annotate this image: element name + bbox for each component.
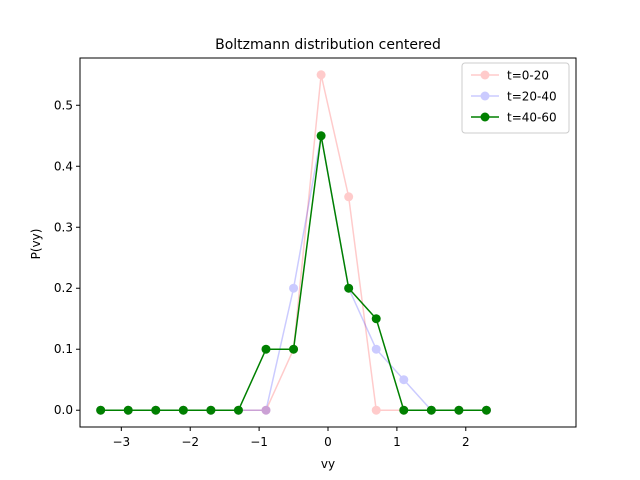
data-point [261,344,271,354]
x-axis-label: vy [321,457,335,471]
data-point [123,405,133,415]
x-tick-label: 0 [324,435,332,449]
data-point [261,405,271,415]
data-point [178,405,188,415]
data-point [371,314,381,324]
series-3 [96,131,491,415]
data-point [289,283,299,293]
data-point [344,192,354,202]
x-tick-label: −3 [112,435,130,449]
y-tick-label: 0.5 [54,98,73,112]
y-tick-label: 0.3 [54,220,73,234]
chart-title: Boltzmann distribution centered [215,37,441,53]
series-line [100,74,487,411]
data-point [454,405,464,415]
x-tick-label: −2 [181,435,199,449]
legend-label: t=0-20 [507,69,549,83]
data-point [316,131,326,141]
data-point [151,405,161,415]
series-1 [96,70,491,415]
x-tick-label: 2 [462,435,470,449]
y-axis-label: P(vy) [29,229,43,260]
data-point [261,405,271,415]
x-tick-label: 1 [393,435,401,449]
data-point [206,405,216,415]
legend: t=0-20 t=20-40 t=40-60 [461,62,570,134]
legend-marker [471,70,499,80]
y-tick-label: 0.4 [54,159,73,173]
data-point [399,405,409,415]
data-point [399,375,409,385]
series-line [100,135,487,411]
series-line [100,135,487,411]
data-point [344,283,354,293]
legend-marker [471,112,499,122]
data-point [316,70,326,80]
legend-label: t=40-60 [507,111,557,125]
y-tick-label: 0.0 [54,403,73,417]
data-point [426,405,436,415]
plot-area: −3 −2 −1 0 1 2 0.0 0.1 0.2 0.3 0.4 0.5 t=0-20 t=20-40… [54,57,577,449]
legend-label: t=20-40 [507,90,557,104]
data-point [233,405,243,415]
data-point [371,344,381,354]
data-point [371,405,381,415]
data-point [289,344,299,354]
legend-marker [471,91,499,101]
data-point [96,405,106,415]
y-tick-label: 0.2 [54,281,73,295]
x-tick-label: −1 [250,435,268,449]
data-point [481,405,491,415]
series-2 [96,131,491,415]
y-tick-label: 0.1 [54,342,73,356]
